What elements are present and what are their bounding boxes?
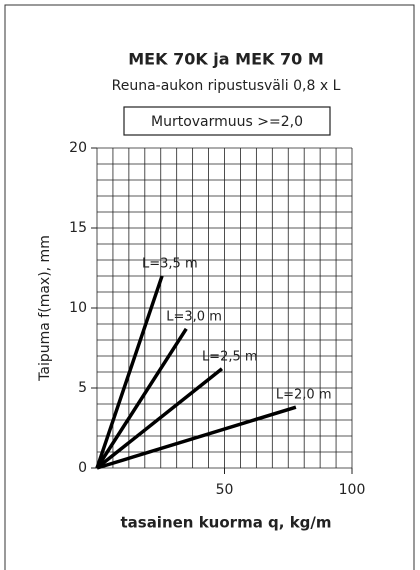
annotation: Murtovarmuus >=2,0 xyxy=(151,114,303,130)
chart-title: MEK 70K ja MEK 70 M xyxy=(128,50,323,69)
x-tick-label: 100 xyxy=(339,482,366,498)
y-tick-label: 0 xyxy=(78,460,87,476)
series-line xyxy=(95,275,164,469)
y-axis-label: Taipuma f(max), mm xyxy=(37,235,53,382)
x-tick-label: 50 xyxy=(216,482,234,498)
y-tick-label: 5 xyxy=(78,380,87,396)
series-label: L=3,5 m xyxy=(142,257,198,272)
annotation-box xyxy=(123,106,331,136)
chart-subtitle: Reuna-aukon ripustusväli 0,8 x L xyxy=(112,78,341,94)
frame xyxy=(4,4,415,570)
series-label: L=2,0 m xyxy=(276,388,332,403)
y-tick-label: 20 xyxy=(69,140,87,156)
series-label: L=3,0 m xyxy=(166,309,222,324)
y-tick-label: 10 xyxy=(69,300,87,316)
series-line xyxy=(95,367,224,470)
x-axis-label: tasainen kuorma q, kg/m xyxy=(120,514,331,532)
series-label: L=2,5 m xyxy=(202,349,258,364)
series-line xyxy=(95,327,188,469)
series-line xyxy=(96,405,297,470)
y-tick-label: 15 xyxy=(69,220,87,236)
